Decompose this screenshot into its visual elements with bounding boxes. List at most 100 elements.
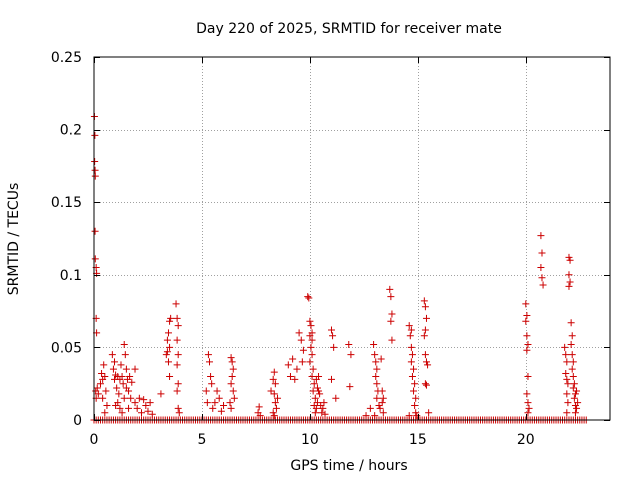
data-point bbox=[570, 380, 578, 388]
data-point bbox=[286, 372, 294, 380]
data-point bbox=[422, 381, 430, 389]
data-point bbox=[562, 351, 570, 359]
data-point bbox=[119, 380, 127, 388]
data-point bbox=[410, 387, 418, 395]
data-point bbox=[108, 351, 116, 359]
data-point bbox=[424, 361, 432, 369]
data-point bbox=[226, 399, 234, 407]
data-point bbox=[405, 322, 413, 330]
data-point bbox=[370, 340, 378, 348]
data-point bbox=[298, 358, 306, 366]
data-point bbox=[174, 404, 182, 412]
data-point bbox=[569, 384, 577, 392]
data-point bbox=[163, 336, 171, 344]
x-tick-label: 5 bbox=[197, 432, 206, 448]
data-point bbox=[100, 361, 108, 369]
grid-lines bbox=[94, 57, 610, 420]
x-tick-label: 20 bbox=[517, 432, 535, 448]
data-point bbox=[96, 380, 104, 388]
y-tick-label: 0 bbox=[73, 413, 82, 429]
data-point bbox=[91, 227, 99, 235]
data-point bbox=[174, 351, 182, 359]
data-point bbox=[569, 372, 577, 380]
data-point bbox=[407, 326, 415, 334]
data-point bbox=[316, 390, 324, 398]
data-point bbox=[564, 380, 572, 388]
chart-title: Day 220 of 2025, SRMTID for receiver mat… bbox=[196, 21, 502, 37]
data-point bbox=[315, 387, 323, 395]
data-point bbox=[411, 380, 419, 388]
data-point bbox=[91, 255, 99, 263]
data-point bbox=[313, 384, 321, 392]
y-tick-label: 0.15 bbox=[51, 195, 82, 211]
data-point bbox=[524, 399, 532, 407]
data-point bbox=[379, 394, 387, 402]
data-point bbox=[311, 394, 319, 402]
data-point bbox=[304, 293, 312, 301]
data-point bbox=[346, 383, 354, 391]
data-point bbox=[378, 387, 386, 395]
data-point bbox=[310, 380, 318, 388]
data-point bbox=[173, 314, 181, 322]
data-point bbox=[213, 387, 221, 395]
data-point bbox=[271, 380, 279, 388]
data-point bbox=[103, 401, 111, 409]
data-point bbox=[270, 412, 278, 420]
data-point bbox=[569, 358, 577, 366]
data-point bbox=[327, 375, 335, 383]
data-point bbox=[291, 375, 299, 383]
data-point bbox=[421, 303, 429, 311]
data-point bbox=[295, 329, 303, 337]
data-point bbox=[407, 343, 415, 351]
data-point bbox=[311, 409, 319, 417]
data-point bbox=[111, 358, 119, 366]
data-point bbox=[318, 409, 326, 417]
data-point bbox=[204, 351, 212, 359]
data-point bbox=[315, 372, 323, 380]
data-point bbox=[133, 404, 141, 412]
data-point bbox=[570, 394, 578, 402]
data-point bbox=[420, 332, 428, 340]
data-point bbox=[94, 390, 102, 398]
data-point bbox=[157, 390, 165, 398]
x-axis-label: GPS time / hours bbox=[290, 458, 407, 474]
data-point bbox=[173, 361, 181, 369]
data-point bbox=[289, 355, 297, 363]
data-point bbox=[563, 390, 571, 398]
data-point bbox=[563, 375, 571, 383]
data-point bbox=[135, 394, 143, 402]
data-point bbox=[413, 412, 421, 420]
data-point bbox=[228, 372, 236, 380]
data-point bbox=[293, 365, 301, 373]
y-tick-label: 0.2 bbox=[60, 123, 82, 139]
data-point bbox=[371, 412, 379, 420]
data-point bbox=[202, 387, 210, 395]
data-point bbox=[373, 365, 381, 373]
data-point bbox=[274, 394, 282, 402]
data-point bbox=[166, 343, 174, 351]
data-point bbox=[412, 394, 420, 402]
data-point bbox=[173, 387, 181, 395]
data-point bbox=[305, 294, 313, 302]
data-point bbox=[272, 404, 280, 412]
data-point bbox=[137, 409, 145, 417]
data-point bbox=[525, 404, 533, 412]
data-point bbox=[101, 372, 109, 380]
data-point bbox=[207, 372, 215, 380]
data-point bbox=[386, 285, 394, 293]
data-point bbox=[373, 394, 381, 402]
data-point bbox=[229, 365, 237, 373]
data-point bbox=[329, 332, 337, 340]
data-point bbox=[308, 336, 316, 344]
data-point bbox=[345, 340, 353, 348]
data-point bbox=[167, 314, 175, 322]
data-point bbox=[101, 409, 109, 417]
data-point bbox=[319, 404, 327, 412]
data-point bbox=[366, 404, 374, 412]
data-point bbox=[256, 412, 264, 420]
data-point bbox=[211, 399, 219, 407]
data-point bbox=[538, 274, 546, 282]
data-point bbox=[327, 326, 335, 334]
data-point bbox=[539, 281, 547, 289]
data-point bbox=[172, 300, 180, 308]
